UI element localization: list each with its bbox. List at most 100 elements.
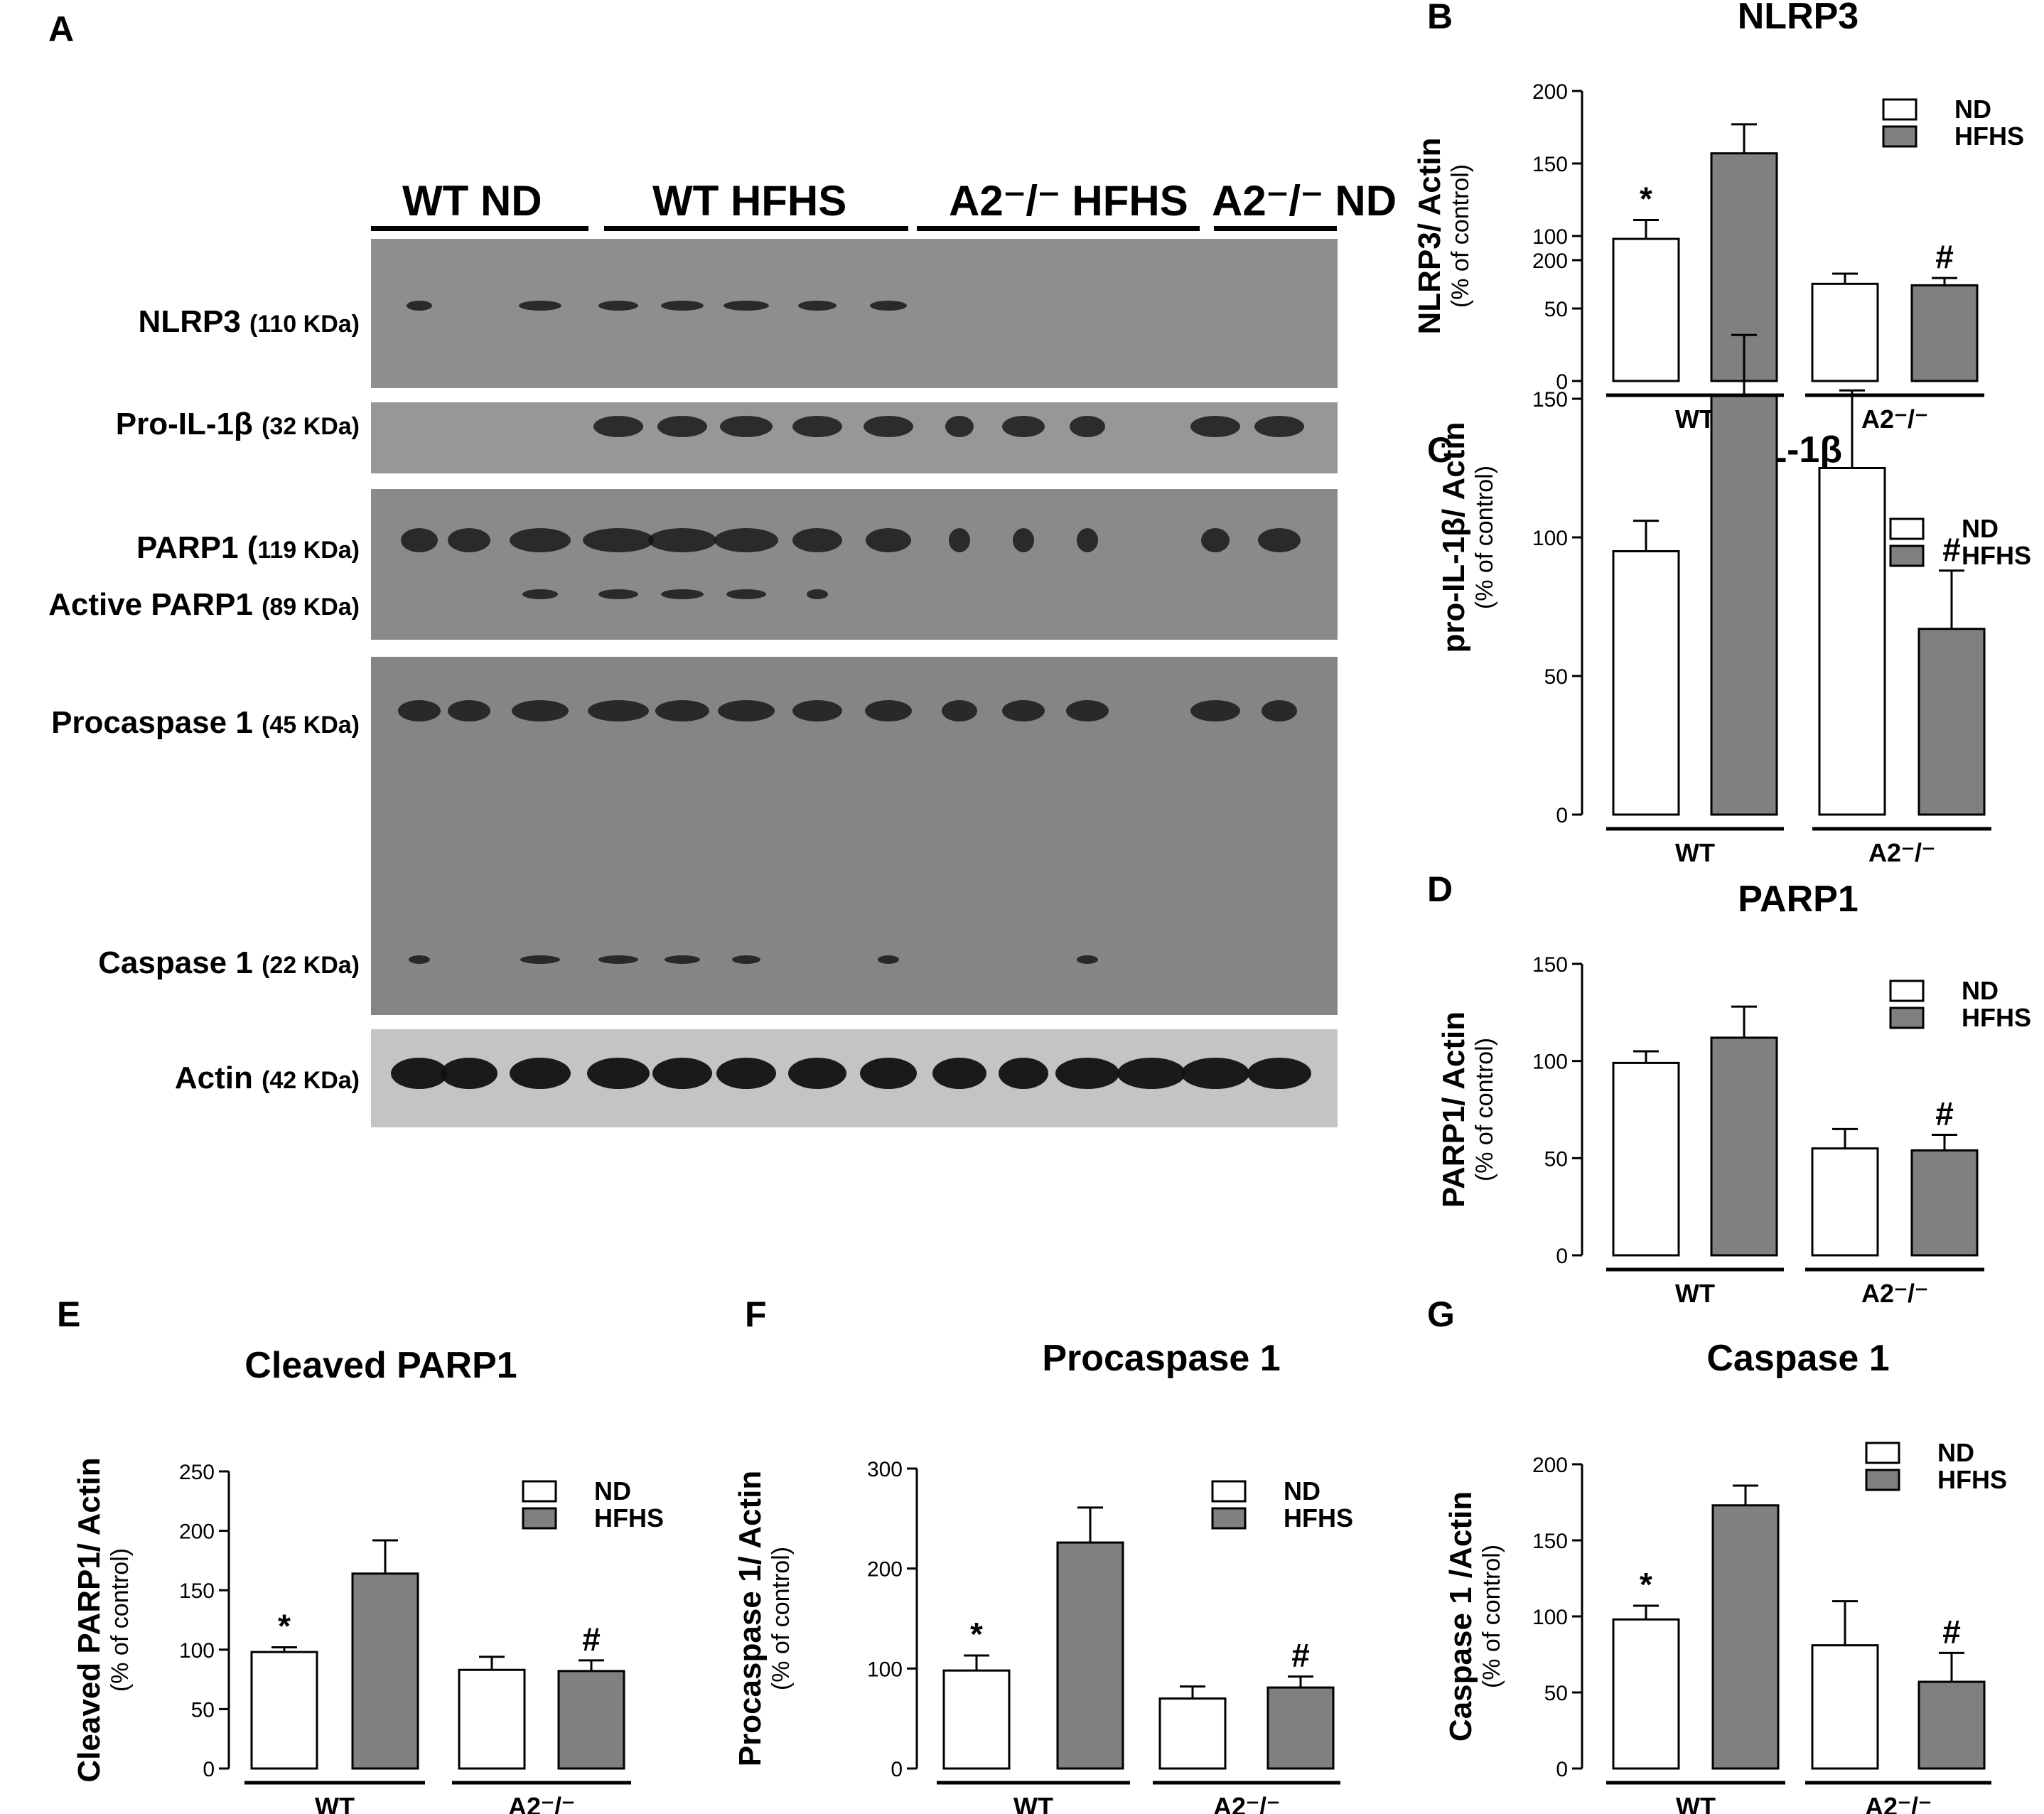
- blot-band: [726, 589, 766, 599]
- bar-hfhs: [1917, 1680, 1986, 1770]
- blot-nlrp3: [371, 239, 1338, 388]
- wb-group-a2-nd: A2⁻/⁻ ND: [1212, 177, 1397, 225]
- group-label: A2⁻/⁻: [1865, 1792, 1932, 1814]
- significance-mark: #: [1942, 531, 1961, 568]
- blot-band: [1181, 1058, 1249, 1089]
- chart-d: D PARP1 0 50 100 150 PARP1/ Actin (% of control…: [1427, 869, 2031, 1308]
- bar-nd: [1612, 237, 1680, 382]
- blot-band: [1070, 416, 1105, 437]
- bar-nd: [1612, 1061, 1680, 1257]
- y-axis-sublabel: (% of control): [107, 1548, 134, 1692]
- blot-band: [714, 528, 778, 552]
- bar-nd: [1818, 467, 1886, 816]
- bar-nd: [1811, 1147, 1879, 1257]
- y-tick-label: 150: [1532, 1530, 1568, 1553]
- significance-mark: *: [1640, 181, 1652, 218]
- y-tick-label: 50: [1544, 665, 1568, 689]
- y-tick-label: 0: [203, 1758, 215, 1781]
- blot-band: [716, 1058, 776, 1089]
- y-axis-label: PARP1/ Actin: [1436, 1011, 1471, 1208]
- significance-mark: *: [278, 1607, 291, 1644]
- blot-band: [1066, 700, 1109, 721]
- group-label: A2⁻/⁻: [1868, 838, 1935, 867]
- y-tick-label: 100: [179, 1639, 215, 1663]
- wb-group-wt-hfhs: WT HFHS: [652, 177, 847, 225]
- chart-title: Cleaved PARP1: [244, 1345, 517, 1386]
- blot-band: [665, 955, 700, 964]
- panel-label: F: [745, 1294, 767, 1334]
- legend-label: HFHS: [1937, 1465, 2007, 1494]
- blot-band: [1258, 528, 1301, 552]
- significance-mark: *: [970, 1616, 983, 1653]
- blot-actin: [371, 1029, 1338, 1127]
- group-label: WT: [1675, 404, 1715, 434]
- blot-band: [798, 301, 837, 311]
- legend-swatch: [1889, 517, 1925, 540]
- blot-band: [792, 416, 842, 437]
- y-tick-label: 100: [1532, 1606, 1568, 1629]
- y-tick-label: 150: [1532, 953, 1568, 977]
- wb-label-pro-il1b: Pro-IL-1β (32 KDa): [115, 407, 360, 441]
- bar-nd: [458, 1668, 526, 1770]
- y-tick-label: 0: [1556, 1245, 1568, 1268]
- blot-band: [398, 700, 441, 721]
- legend-label: ND: [1962, 514, 1999, 543]
- blot-band: [441, 1058, 497, 1089]
- y-tick-label: 0: [891, 1758, 903, 1781]
- chart-f: F Procaspase 1 0 100 200 300 Procaspase 1/ Act…: [733, 1294, 1353, 1814]
- bar-hfhs: [1917, 628, 1986, 816]
- blot-band: [661, 301, 704, 311]
- blot-band: [865, 700, 912, 721]
- blot-band: [520, 955, 560, 964]
- blot-band: [522, 589, 558, 599]
- blot-band: [1002, 416, 1045, 437]
- blot-band: [724, 301, 769, 311]
- blot-band: [999, 1058, 1048, 1089]
- wb-label-actin: Actin (42 KDa): [174, 1061, 360, 1095]
- blot-band: [598, 301, 638, 311]
- panel-label: D: [1427, 869, 1453, 909]
- blot-band: [1117, 1058, 1185, 1089]
- y-tick-label: 100: [867, 1658, 903, 1681]
- y-tick-label: 200: [867, 1558, 903, 1582]
- bar-nd: [1612, 1618, 1680, 1770]
- y-tick-label: 250: [179, 1461, 215, 1484]
- group-label: WT: [315, 1792, 355, 1814]
- blot-band: [1254, 416, 1304, 437]
- blot-band: [1077, 528, 1098, 552]
- significance-mark: #: [1935, 1095, 1954, 1132]
- blot-band: [448, 528, 490, 552]
- significance-mark: *: [1640, 1566, 1652, 1603]
- blot-band: [870, 301, 907, 311]
- y-tick-label: 300: [867, 1458, 903, 1481]
- chart-title: NLRP3: [1738, 0, 1859, 37]
- blot-band: [409, 955, 430, 964]
- wb-group-line: [371, 226, 588, 231]
- group-label: WT: [1676, 1792, 1716, 1814]
- y-axis-label: Cleaved PARP1/ Actin: [72, 1457, 107, 1782]
- chart-b: B NLRP3 0 50 100 150 200 NLRP3/ Actin (% of cont…: [1412, 0, 2024, 434]
- legend-label: ND: [1284, 1476, 1320, 1506]
- panel-label: E: [57, 1294, 80, 1334]
- bar-nd: [1158, 1697, 1227, 1770]
- blot-band: [1002, 700, 1045, 721]
- blot-band: [864, 416, 913, 437]
- blot-pro-il1b: [371, 402, 1338, 473]
- bar-hfhs: [557, 1670, 625, 1770]
- blot-band: [598, 589, 638, 599]
- blot-band: [401, 528, 438, 552]
- legend-label: ND: [1962, 976, 1999, 1005]
- wb-label-parp1: PARP1 (119 KDa): [136, 530, 360, 565]
- group-label: WT: [1013, 1792, 1053, 1814]
- legend-swatch: [1889, 544, 1925, 567]
- legend-swatch: [1889, 1007, 1925, 1029]
- bar-hfhs: [1266, 1686, 1335, 1770]
- y-axis-label: Caspase 1 /Actin: [1443, 1491, 1478, 1741]
- significance-mark: #: [1291, 1637, 1310, 1674]
- y-tick-label: 0: [1556, 370, 1568, 394]
- blot-band: [788, 1058, 846, 1089]
- legend-label: ND: [1937, 1438, 1974, 1467]
- blot-band: [648, 528, 716, 552]
- legend-swatch: [1882, 125, 1917, 148]
